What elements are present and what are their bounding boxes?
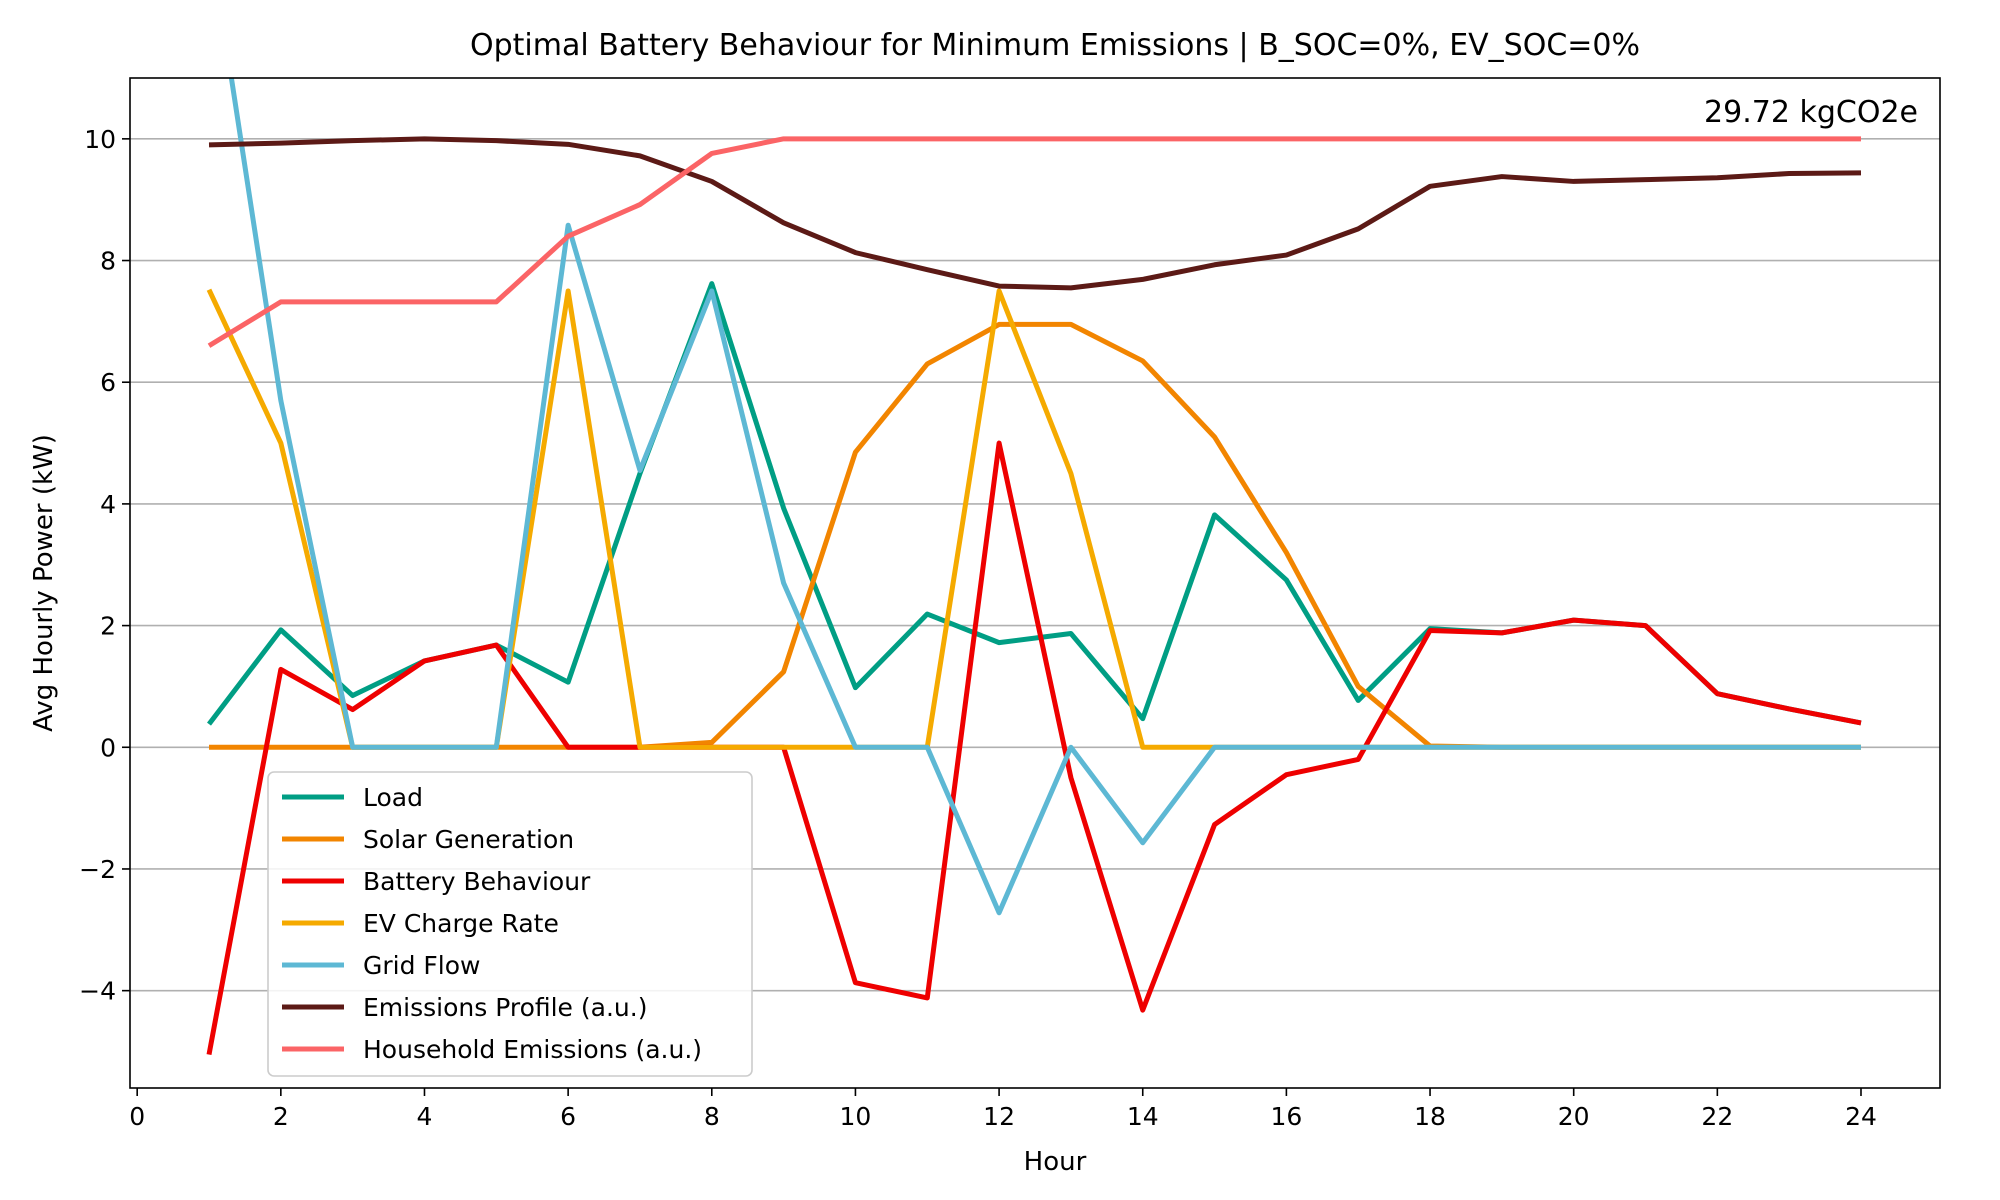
x-tick-label: 18 bbox=[1414, 1102, 1446, 1131]
emissions-total-annotation: 29.72 kgCO2e bbox=[1704, 95, 1918, 130]
x-tick-label: 2 bbox=[273, 1102, 289, 1131]
x-tick-label: 10 bbox=[840, 1102, 872, 1131]
x-tick-label: 12 bbox=[983, 1102, 1015, 1131]
x-tick-label: 0 bbox=[129, 1102, 145, 1131]
x-tick-label: 14 bbox=[1127, 1102, 1159, 1131]
y-tick-label: 4 bbox=[100, 490, 116, 519]
x-axis-label: Hour bbox=[1024, 1147, 1087, 1177]
y-axis-ticks: −4 −2 0 2 4 6 8 10 bbox=[79, 125, 130, 1006]
y-tick-label: 10 bbox=[84, 125, 116, 154]
series-line-grid-flow bbox=[228, 78, 1861, 916]
plot-frame bbox=[129, 77, 1941, 1089]
legend-label-household-emissions-a-u: Household Emissions (a.u.) bbox=[363, 1035, 702, 1064]
x-tick-label: 20 bbox=[1558, 1102, 1590, 1131]
legend-label-load: Load bbox=[363, 783, 423, 812]
chart-title: Optimal Battery Behaviour for Minimum Em… bbox=[470, 28, 1640, 63]
y-tick-label: 2 bbox=[100, 612, 116, 641]
x-tick-label: 4 bbox=[417, 1102, 433, 1131]
legend-label-solar-generation: Solar Generation bbox=[363, 825, 574, 854]
legend-label-grid-flow: Grid Flow bbox=[363, 951, 480, 980]
x-tick-label: 8 bbox=[704, 1102, 720, 1131]
series-line-battery-behaviour bbox=[206, 440, 1862, 1055]
x-tick-label: 16 bbox=[1270, 1102, 1302, 1131]
series-lines bbox=[206, 78, 1862, 1055]
y-axis-label: Avg Hourly Power (kW) bbox=[29, 434, 59, 732]
legend-label-emissions-profile-a-u: Emissions Profile (a.u.) bbox=[363, 993, 647, 1022]
series-line-emissions-profile-a-u bbox=[208, 136, 1862, 291]
legend-label-ev-charge-rate: EV Charge Rate bbox=[363, 909, 559, 938]
legend-entries: Load Solar Generation Battery Behaviour EV … bbox=[282, 783, 702, 1064]
series-line-household-emissions-a-u bbox=[207, 136, 1861, 348]
x-tick-label: 24 bbox=[1845, 1102, 1877, 1131]
legend: Load Solar Generation Battery Behaviour EV … bbox=[267, 771, 753, 1077]
x-axis-ticks: 0 2 4 6 8 10 12 14 16 18 20 22 24 bbox=[129, 1088, 1877, 1131]
y-tick-label: −4 bbox=[79, 977, 116, 1006]
legend-label-battery-behaviour: Battery Behaviour bbox=[363, 867, 591, 896]
x-tick-label: 22 bbox=[1701, 1102, 1733, 1131]
y-tick-label: 6 bbox=[100, 368, 116, 397]
x-tick-label: 6 bbox=[560, 1102, 576, 1131]
y-tick-label: 8 bbox=[100, 247, 116, 276]
legend-box bbox=[267, 771, 753, 1077]
y-tick-label: 0 bbox=[100, 733, 116, 762]
y-tick-label: −2 bbox=[79, 855, 116, 884]
